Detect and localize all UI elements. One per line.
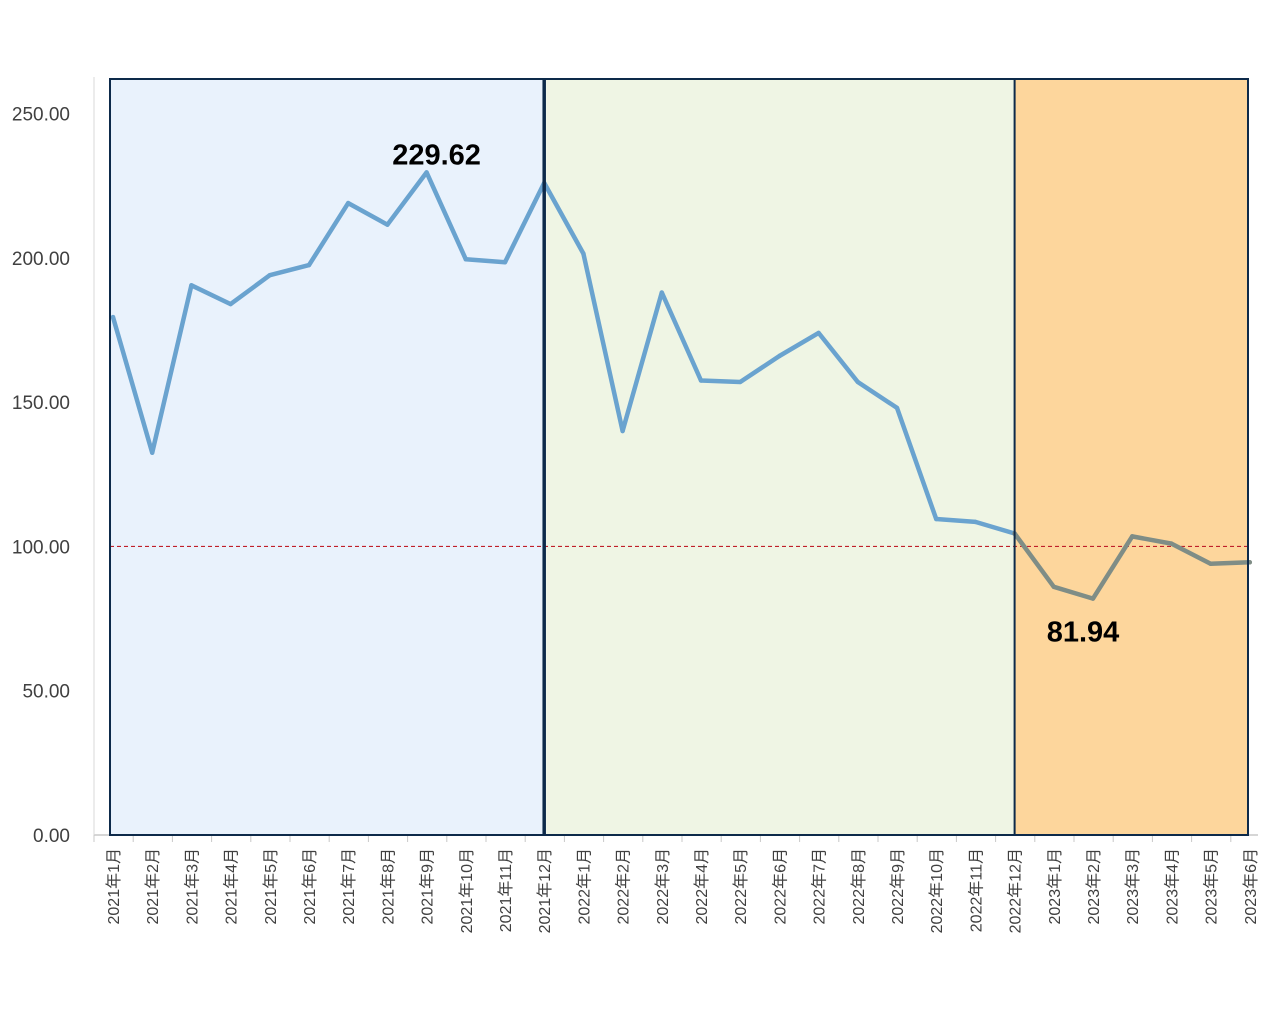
x-tick-label: 2021年1月	[105, 848, 123, 925]
data-point	[698, 378, 704, 383]
data-point	[463, 257, 468, 262]
data-point	[385, 222, 390, 227]
data-point	[110, 314, 116, 320]
data-point	[855, 379, 860, 385]
x-tick-label: 2021年11月	[497, 848, 515, 932]
data-point	[1090, 596, 1096, 601]
data-point	[502, 260, 508, 265]
data-point	[816, 330, 821, 336]
x-tick-label: 2023年4月	[1163, 848, 1181, 925]
data-point	[228, 301, 233, 307]
region-1	[110, 79, 545, 835]
annotations: 229.62 81.94	[392, 139, 1119, 648]
x-tick-label: 2023年1月	[1046, 848, 1064, 925]
data-point	[1130, 534, 1135, 539]
x-tick-label: 2021年6月	[301, 848, 319, 925]
data-point	[424, 170, 429, 175]
x-tick-label: 2022年3月	[654, 848, 672, 925]
data-point	[581, 251, 586, 256]
x-tick-label: 2021年9月	[419, 848, 437, 925]
x-tick-label: 2021年7月	[340, 848, 358, 925]
y-tick-label: 0.00	[33, 826, 70, 847]
x-tick-label: 2023年6月	[1242, 848, 1260, 925]
x-tick-label: 2021年5月	[262, 848, 280, 925]
series-line-part-1	[110, 170, 1017, 536]
x-tick-label: 2022年5月	[732, 848, 750, 925]
x-tick-label: 2023年3月	[1124, 848, 1142, 925]
region-2	[546, 79, 1015, 835]
x-tick-label: 2022年12月	[1007, 848, 1025, 933]
x-tick-label: 2022年9月	[889, 848, 907, 925]
x-tick-label: 2021年3月	[183, 848, 201, 925]
data-point	[306, 262, 312, 268]
y-tick-label: 100.00	[12, 537, 70, 558]
y-tick-labels: 0.00 50.00 100.00 150.00 200.00 250.00	[12, 105, 70, 847]
data-point	[620, 428, 625, 434]
data-point	[738, 379, 743, 385]
x-tick-label: 2021年12月	[536, 848, 554, 933]
x-tick-label: 2022年6月	[771, 848, 789, 925]
data-point	[150, 450, 155, 455]
data-point	[1208, 561, 1213, 566]
x-tick-label: 2023年5月	[1203, 848, 1221, 925]
data-point	[1051, 584, 1057, 590]
x-tick-label: 2022年7月	[811, 848, 829, 925]
y-tick-label: 50.00	[22, 682, 70, 703]
data-point	[267, 273, 272, 278]
x-tick-label: 2022年11月	[967, 848, 985, 932]
x-tick-label: 2022年8月	[850, 848, 868, 925]
x-tick-label: 2021年2月	[144, 848, 162, 925]
region-3	[1014, 79, 1248, 835]
data-point	[1169, 541, 1174, 546]
x-tick-labels: 2021年1月 2021年2月 2021年3月 2021年4月 2021年5月 2021年…	[105, 848, 1260, 933]
data-point	[346, 200, 351, 206]
data-point	[973, 519, 978, 525]
x-tick-label: 2023年2月	[1085, 848, 1103, 925]
data-point	[777, 353, 782, 359]
annotation-peak: 229.62	[392, 139, 481, 171]
y-tick-label: 150.00	[12, 393, 70, 414]
data-point	[894, 405, 900, 411]
x-tick-label: 2022年10月	[928, 848, 946, 933]
x-tick-label: 2021年4月	[223, 848, 241, 925]
x-tick-label: 2022年1月	[575, 848, 593, 925]
x-tick-label: 2021年10月	[458, 848, 476, 933]
y-tick-label: 200.00	[12, 249, 70, 270]
x-tick-label: 2022年4月	[693, 848, 711, 925]
region-borders	[109, 78, 1249, 836]
annotation-low: 81.94	[1047, 617, 1120, 649]
plot-frame	[109, 78, 1249, 836]
x-tick-label: 2021年8月	[379, 848, 397, 925]
x-tick-label: 2022年2月	[615, 848, 633, 925]
chart-regions	[110, 79, 1248, 835]
data-point	[659, 290, 664, 295]
series-line-group	[110, 170, 1253, 601]
y-tick-label: 250.00	[12, 105, 70, 126]
data-point	[189, 283, 194, 288]
data-point	[934, 516, 939, 522]
